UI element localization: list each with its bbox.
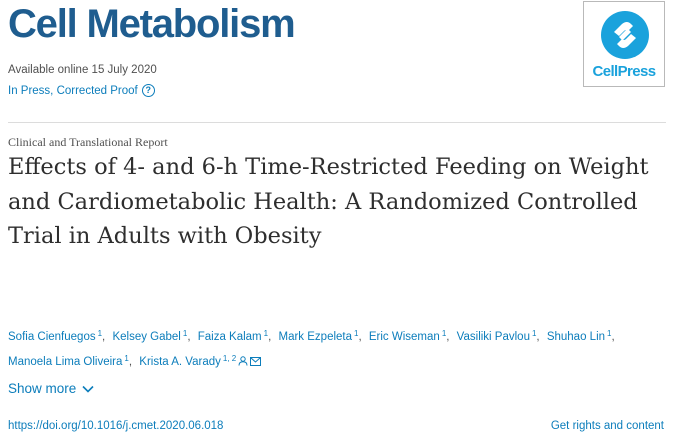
cellpress-mark-icon <box>601 11 649 59</box>
author-name: Eric Wiseman <box>368 331 440 343</box>
mail-icon[interactable] <box>250 357 262 366</box>
author-name: Shuhao Lin <box>546 331 606 343</box>
author-name: Mark Ezpeleta <box>278 331 353 343</box>
author-name: Krista A. Varady <box>139 356 221 368</box>
doi-link[interactable]: https://doi.org/10.1016/j.cmet.2020.06.0… <box>8 420 224 432</box>
author-name: Vasiliki Pavlou <box>456 331 530 343</box>
author-separator: , <box>187 331 191 343</box>
author-name: Faiza Kalam <box>197 331 262 343</box>
author-affiliation: 1 <box>531 329 537 338</box>
author-separator: , <box>268 331 272 343</box>
author-name: Manoela Lima Oliveira <box>8 356 123 368</box>
get-rights-link[interactable]: Get rights and content <box>550 420 664 432</box>
cellpress-wordmark: CellPress <box>592 63 657 80</box>
article-title: Effects of 4- and 6-h Time-Restricted Fe… <box>8 154 649 249</box>
journal-title[interactable]: Cell Metabolism <box>8 2 296 46</box>
author-affiliation: 1 <box>263 329 269 338</box>
author-link[interactable]: Sofia Cienfuegos 1 <box>8 329 103 343</box>
author-link[interactable]: Kelsey Gabel 1 <box>112 329 188 343</box>
cellpress-logo[interactable]: CellPress <box>583 1 665 87</box>
author-separator: , <box>128 356 133 368</box>
author-affiliation: 1 <box>354 329 359 338</box>
author-link[interactable]: Eric Wiseman 1 <box>368 329 447 343</box>
author-affiliation: 1, 2 <box>222 354 237 363</box>
author-affiliation: 1 <box>124 354 129 363</box>
article-status-link[interactable]: In Press, Corrected Proof <box>8 84 138 97</box>
author-separator: , <box>102 331 106 343</box>
author-link[interactable]: Krista A. Varady 1, 2 <box>139 354 262 368</box>
author-link[interactable]: Manoela Lima Oliveira 1 <box>8 354 129 368</box>
author-affiliation: 1 <box>182 329 188 338</box>
article-status: In Press, Corrected Proof ? <box>8 84 155 97</box>
show-more-label: Show more <box>8 381 77 396</box>
author-separator: , <box>358 331 362 343</box>
author-link[interactable]: Faiza Kalam 1 <box>197 329 269 343</box>
author-separator: , <box>446 331 450 343</box>
person-icon <box>238 356 248 366</box>
article-type: Clinical and Translational Report <box>8 135 168 149</box>
available-online-date: Available online 15 July 2020 <box>8 64 157 76</box>
show-more-button[interactable]: Show more <box>8 381 94 396</box>
author-separator: , <box>536 331 540 343</box>
author-name: Kelsey Gabel <box>112 331 181 343</box>
author-affiliation: 1 <box>97 329 103 338</box>
author-link[interactable]: Mark Ezpeleta 1 <box>278 329 359 343</box>
header-divider <box>8 122 666 123</box>
author-affiliation: 1 <box>441 329 447 338</box>
author-name: Sofia Cienfuegos <box>8 331 96 343</box>
author-list: Sofia Cienfuegos 1, Kelsey Gabel 1, Faiza … <box>8 323 663 373</box>
author-link[interactable]: Shuhao Lin 1 <box>546 329 612 343</box>
author-separator: , <box>611 331 615 343</box>
author-affiliation: 1 <box>607 329 612 338</box>
question-circle-icon[interactable]: ? <box>141 84 155 97</box>
author-link[interactable]: Vasiliki Pavlou 1 <box>456 329 537 343</box>
chevron-down-icon <box>82 385 94 393</box>
